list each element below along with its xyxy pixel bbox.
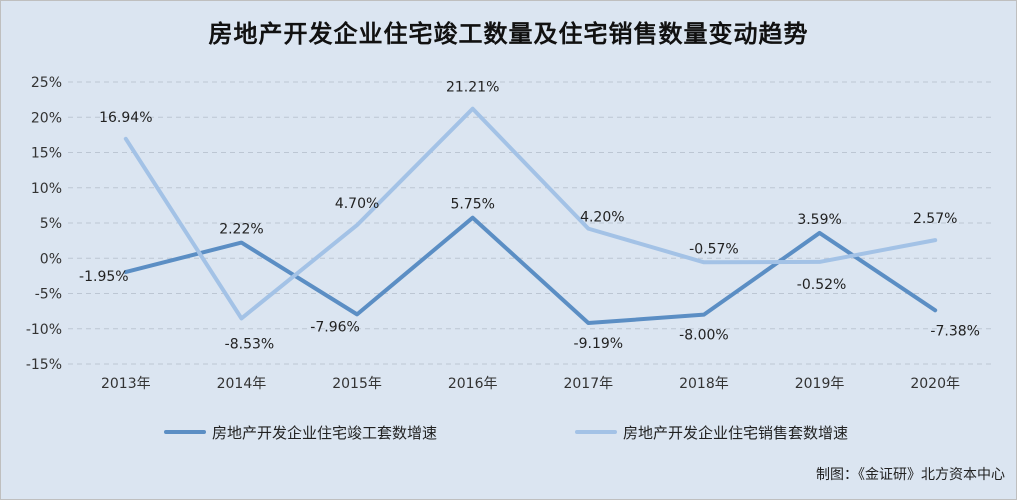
x-tick-label: 2016年 [448,376,498,392]
data-label: 5.75% [450,197,494,213]
data-label: -9.19% [574,336,624,352]
data-label: 2.57% [913,211,957,227]
data-label: 16.94% [99,110,152,126]
legend: 房地产开发企业住宅竣工套数增速 房地产开发企业住宅销售套数增速 [164,424,848,442]
data-label: -8.53% [225,336,275,352]
data-label: 4.70% [335,196,379,212]
data-labels: -1.95% 2.22% -7.96% 5.75% -9.19% -8.00% 3.59% -… [79,80,980,353]
data-label: 21.21% [446,80,499,96]
x-axis: 2013年 2014年 2015年 2016年 2017年 2018年 2019年 2020年 [101,376,960,392]
y-tick-label: 25% [31,75,62,91]
data-label: -0.52% [797,277,847,293]
y-tick-label: 0% [40,251,62,267]
data-label: 2.22% [219,222,263,238]
y-tick-label: -5% [35,287,62,303]
x-tick-label: 2020年 [910,376,960,392]
data-label: -1.95% [79,269,129,285]
y-tick-label: 20% [31,110,62,126]
y-tick-label: 5% [40,216,62,232]
data-label: 3.59% [797,212,841,228]
data-label: -8.00% [679,328,729,344]
y-tick-label: -15% [26,357,62,373]
y-axis: 25% 20% 15% 10% 5% 0% -5% -10% -15% [26,75,62,373]
series-line-1 [123,215,938,326]
x-tick-label: 2015年 [332,376,382,392]
chart-title: 房地产开发企业住宅竣工数量及住宅销售数量变动趋势 [208,20,809,48]
legend-label-1: 房地产开发企业住宅竣工套数增速 [212,424,437,442]
x-tick-label: 2019年 [795,376,845,392]
data-label: -7.38% [930,323,980,339]
series-line-2 [123,106,938,321]
series-lines [123,106,938,326]
y-tick-label: 15% [31,146,62,162]
legend-label-2: 房地产开发企业住宅销售套数增速 [623,424,848,442]
credit-text: 制图：《金证研》北方资本中心 [816,467,1005,483]
y-tick-label: -10% [26,322,62,338]
x-tick-label: 2013年 [101,376,151,392]
x-tick-label: 2017年 [563,376,613,392]
x-tick-label: 2018年 [679,376,729,392]
data-label: -0.57% [689,241,739,257]
x-tick-label: 2014年 [217,376,267,392]
y-tick-label: 10% [31,181,62,197]
data-label: -7.96% [310,319,360,335]
data-label: 4.20% [580,210,624,226]
grid-lines [68,81,993,365]
